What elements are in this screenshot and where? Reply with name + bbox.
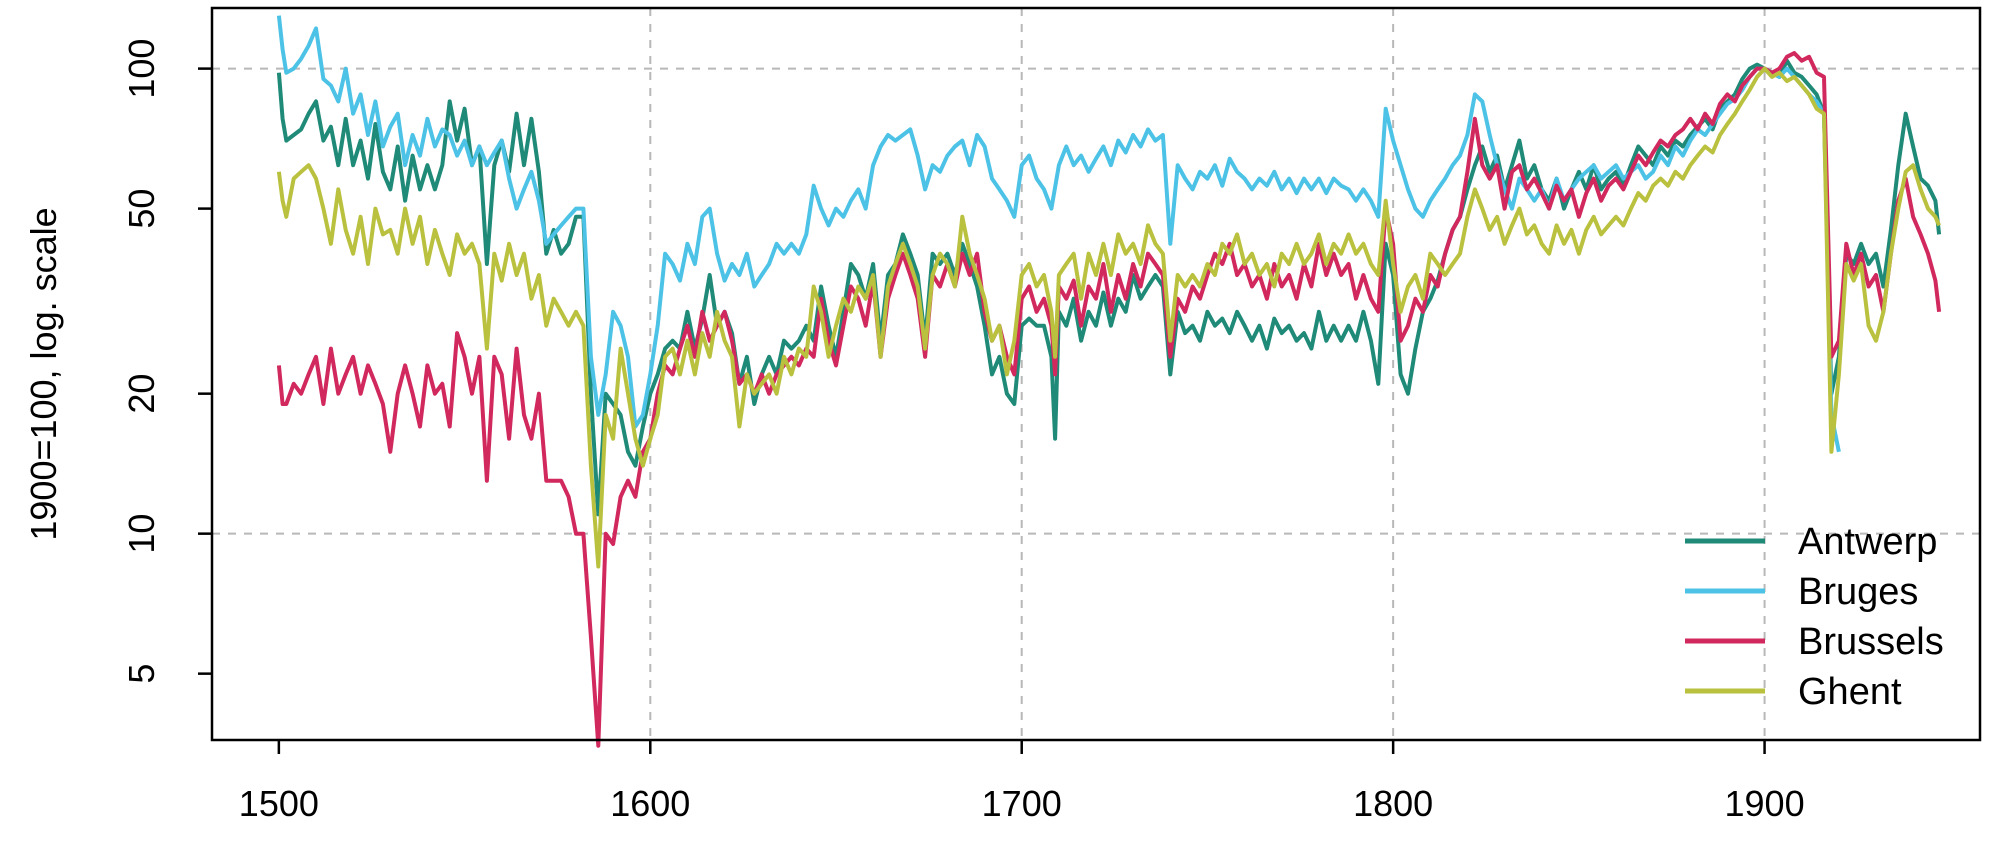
legend-label-bruges: Bruges <box>1798 571 1918 613</box>
y-tick-label-10: 10 <box>121 514 162 554</box>
y-axis: 5 10 20 50 100 <box>121 39 212 684</box>
series-lines <box>276 15 1942 748</box>
series-line-brussels <box>276 51 1942 748</box>
x-tick-label-1900: 1900 <box>1725 783 1805 824</box>
y-tick-label-20: 20 <box>121 374 162 414</box>
x-tick-label-1700: 1700 <box>982 783 1062 824</box>
y-tick-label-100: 100 <box>121 39 162 99</box>
grid <box>212 8 1980 740</box>
x-tick-label-1600: 1600 <box>610 783 690 824</box>
x-tick-label-1800: 1800 <box>1353 783 1433 824</box>
plot-frame <box>210 6 1982 742</box>
series-line-bruges <box>276 15 1841 453</box>
legend: Antwerp Bruges Brussels Ghent <box>1685 521 1944 713</box>
legend-label-ghent: Ghent <box>1798 671 1902 713</box>
x-tick-label-1500: 1500 <box>239 783 319 824</box>
legend-label-antwerp: Antwerp <box>1798 521 1937 563</box>
y-tick-label-5: 5 <box>121 664 162 684</box>
x-axis: 1500 1600 1700 1800 1900 <box>239 740 1805 824</box>
series-line-ghent <box>276 66 1941 569</box>
legend-label-brussels: Brussels <box>1798 621 1944 663</box>
y-axis-title: 1900=100, log. scale <box>23 207 64 540</box>
y-tick-label-50: 50 <box>121 189 162 229</box>
